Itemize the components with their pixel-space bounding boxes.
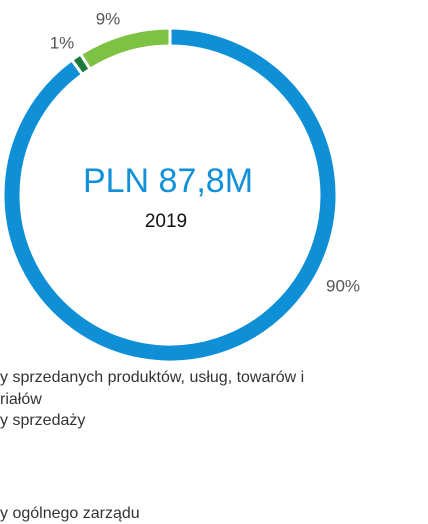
data-label: 9% [96, 9, 121, 28]
center-subtitle: 2019 [145, 211, 187, 232]
data-label: 1% [50, 33, 75, 52]
legend-label: y sprzedaży [0, 412, 85, 429]
legend-label: y sprzedanych produktów, usług, towarów … [0, 369, 304, 386]
data-label: 90% [326, 276, 360, 295]
center-title: PLN 87,8M [83, 162, 253, 200]
legend-label: y ogólnego zarządu [0, 505, 140, 522]
legend-label: riałów [0, 391, 42, 408]
donut-segment [1, 26, 339, 364]
donut-segment [78, 26, 172, 72]
